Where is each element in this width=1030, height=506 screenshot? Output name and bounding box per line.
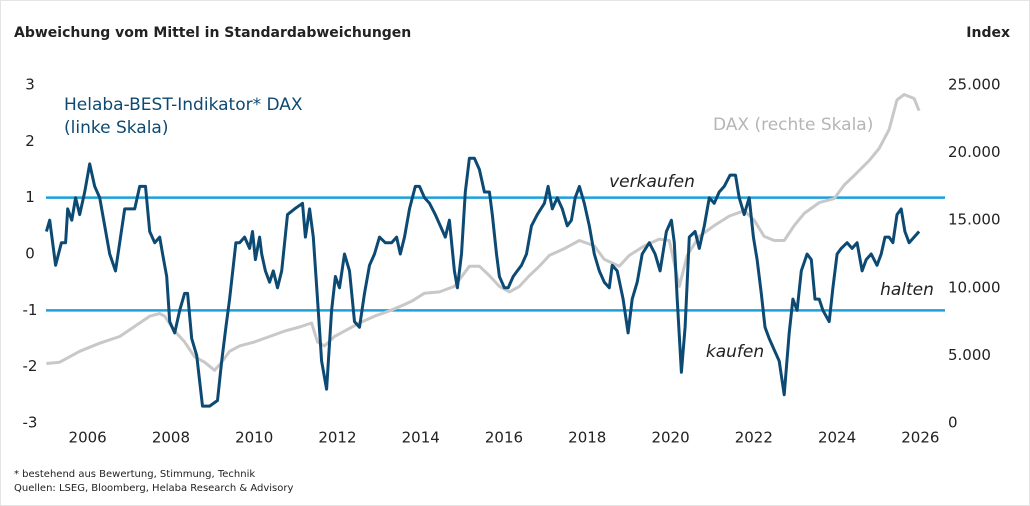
y2-tick-label: 5.000	[948, 346, 991, 364]
x-tick-label: 2022	[735, 429, 773, 447]
legend-entry: DAX (rechte Skala)	[713, 115, 874, 135]
x-tick-label: 2016	[485, 429, 523, 447]
x-tick-label: 2026	[901, 429, 939, 447]
y2-tick-label: 0	[948, 414, 958, 432]
y2-tick-label: 20.000	[948, 143, 1001, 161]
annotation: halten	[880, 280, 934, 300]
y-tick-label: 3	[25, 76, 35, 94]
y-tick-label: -1	[23, 301, 38, 319]
y2-tick-label: 25.000	[948, 76, 1001, 94]
y-tick-label: 0	[25, 245, 35, 263]
y2-axis-label: Index	[966, 25, 1010, 41]
y-tick-label: -2	[23, 357, 38, 375]
chart-title: Abweichung vom Mittel in Standardabweich…	[14, 25, 411, 41]
y2-tick-label: 15.000	[948, 211, 1001, 229]
x-tick-label: 2020	[651, 429, 689, 447]
x-tick-label: 2008	[152, 429, 190, 447]
y-tick-label: 2	[25, 132, 35, 150]
series-line	[46, 93, 921, 372]
x-tick-label: 2014	[402, 429, 440, 447]
annotation: verkaufen	[609, 172, 695, 192]
series-line	[44, 156, 921, 408]
y-tick-label: 1	[25, 188, 35, 206]
footnote: * bestehend aus Bewertung, Stimmung, Tec…	[14, 469, 255, 480]
annotation: kaufen	[706, 342, 764, 362]
y-tick-label: -3	[23, 414, 38, 432]
y2-tick-label: 10.000	[948, 278, 1001, 296]
footnote: Quellen: LSEG, Bloomberg, Helaba Researc…	[14, 483, 293, 494]
x-tick-label: 2024	[818, 429, 856, 447]
x-tick-label: 2018	[568, 429, 606, 447]
legend-entry: Helaba-BEST-Indikator* DAX (linke Skala)	[64, 95, 303, 138]
x-tick-label: 2010	[235, 429, 273, 447]
x-tick-label: 2006	[69, 429, 107, 447]
x-tick-label: 2012	[318, 429, 356, 447]
